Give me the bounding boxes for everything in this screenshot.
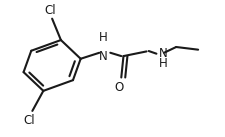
Text: Cl: Cl: [44, 4, 56, 17]
Text: N: N: [159, 47, 168, 60]
Text: Cl: Cl: [23, 114, 35, 127]
Text: H: H: [159, 57, 168, 70]
Text: O: O: [114, 81, 123, 94]
Text: H: H: [99, 31, 108, 44]
Text: N: N: [99, 50, 108, 63]
